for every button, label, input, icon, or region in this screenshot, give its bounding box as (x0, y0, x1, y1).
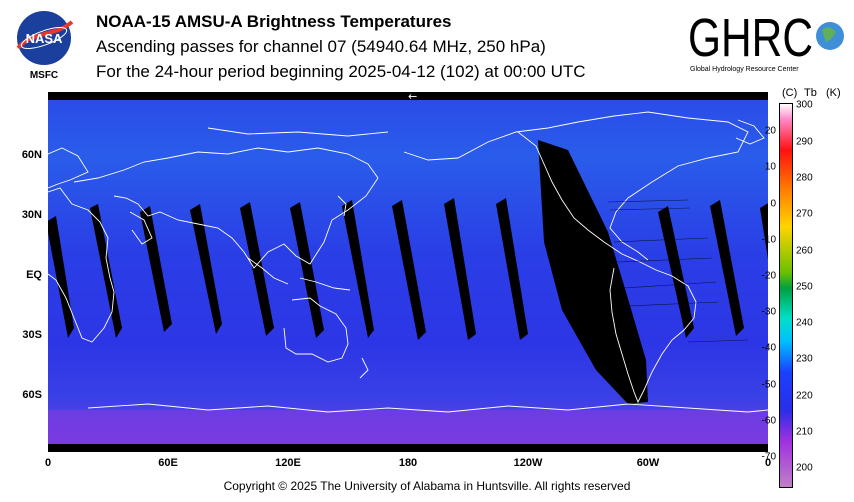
nasa-logo: NASA MSFC (16, 11, 74, 81)
colorbar-c-tick: -60 (761, 415, 776, 427)
colorbar-k-tick: 300 (796, 99, 813, 111)
colorbar-k-tick: 250 (796, 281, 813, 293)
colorbar (779, 103, 793, 488)
page-subtitle: Ascending passes for channel 07 (54940.6… (96, 37, 546, 56)
page-title: NOAA-15 AMSU-A Brightness Temperatures (96, 12, 452, 31)
colorbar-tb-header: Tb (804, 87, 817, 99)
colorbar-c-tick: 0 (770, 198, 776, 210)
map-top-missing-band (48, 92, 768, 100)
lon-label-0-east: 0 (764, 457, 772, 469)
nasa-logo-text: NASA (26, 31, 63, 46)
map-bottom-missing-band (48, 444, 768, 452)
colorbar-k-tick: 220 (796, 390, 813, 402)
colorbar-k-tick: 270 (796, 208, 813, 220)
orbit-scan-lines (607, 199, 749, 343)
copyright-footer: Copyright © 2025 The University of Alaba… (223, 479, 631, 493)
colorbar-k-tick: 210 (796, 426, 813, 438)
missing-data-gaps (48, 140, 768, 404)
colorbar-k-tick: 230 (796, 353, 813, 365)
colorbar-c-tick: -10 (761, 234, 776, 246)
lat-label-30s: 30S (22, 329, 42, 341)
colorbar-k-tick: 260 (796, 245, 813, 257)
dateline-arrow-icon: ← (408, 92, 417, 103)
lat-label-60n: 60N (21, 149, 42, 161)
colorbar-c-tick: -30 (761, 306, 776, 318)
colorbar-c-tick: -40 (761, 342, 776, 354)
colorbar-k-tick: 280 (796, 172, 813, 184)
ghrc-logo-text: GHRC (688, 8, 813, 68)
colorbar-c-tick: 20 (764, 125, 776, 137)
colorbar-c-tick: -50 (761, 379, 776, 391)
colorbar-kelvin-header: (K) (826, 87, 841, 99)
colorbar-k-tick: 240 (796, 317, 813, 329)
colorbar-k-tick: 200 (796, 462, 813, 474)
brightness-temperature-map: ← (48, 92, 768, 452)
coastlines (48, 111, 768, 413)
lat-label-60s: 60S (22, 389, 42, 401)
lon-label-120e: 120E (275, 457, 301, 469)
lon-label-180: 180 (398, 457, 418, 469)
colorbar-c-tick: 10 (764, 161, 776, 173)
msfc-label: MSFC (30, 70, 58, 81)
colorbar-c-tick: -20 (761, 270, 776, 282)
lon-label-60w: 60W (636, 457, 660, 469)
ghrc-subtitle: Global Hydrology Resource Center (690, 66, 799, 73)
colorbar-celsius-header: (C) (782, 87, 798, 99)
colorbar-k-tick: 290 (796, 136, 813, 148)
colorbar-c-tick: -70 (761, 451, 776, 463)
ghrc-logo: GHRC Global Hydrology Resource Center (688, 8, 844, 73)
lat-label-30n: 30N (21, 209, 42, 221)
lat-label-eq: EQ (26, 269, 42, 281)
map-bottom-band (48, 410, 768, 446)
lon-label-0: 0 (44, 457, 52, 469)
time-period: For the 24-hour period beginning 2025-04… (96, 62, 586, 81)
lon-label-60e: 60E (158, 457, 178, 469)
lon-label-120w: 120W (513, 457, 543, 469)
